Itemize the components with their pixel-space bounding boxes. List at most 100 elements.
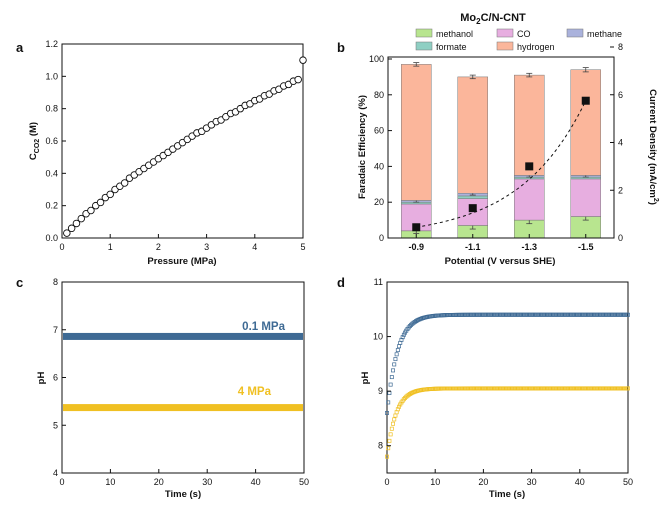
panel-b-frame	[387, 56, 615, 239]
panel-d-point-series-1	[410, 390, 415, 395]
panel-d-points	[385, 312, 630, 459]
panel-b-ytick-label: 20	[374, 197, 384, 207]
panel-b-y2label-end: )	[647, 202, 658, 205]
panel-a-point	[106, 190, 114, 199]
panel-b-y2tick-label: 4	[618, 138, 623, 148]
panel-d-point-series-1	[412, 389, 417, 394]
panel-d-point-series-0	[407, 324, 412, 329]
panel-b-legend-swatch-methane	[566, 28, 584, 38]
panel-d-xtick-label: 30	[527, 477, 537, 487]
panel-d-xtick-label: 40	[575, 477, 585, 487]
panel-d-point-series-0	[397, 344, 402, 349]
panel-d-point-series-0	[389, 375, 394, 380]
panel-b-y2tick-label: 0	[618, 233, 623, 243]
panel-d-point-series-1	[411, 390, 416, 395]
panel-a-xtick-label: 1	[108, 242, 113, 252]
panel-b-bar-hydrogen	[514, 74, 545, 176]
panel-b-legend-swatch-methanol	[415, 28, 433, 38]
panel-a-ytick-label: 0.0	[45, 233, 58, 243]
panel-d-point-series-0	[419, 316, 424, 321]
panel-a-xtick-label: 0	[59, 242, 64, 252]
panel-d-point-series-1	[391, 421, 395, 426]
panel-d-point-series-1	[387, 438, 392, 443]
panel-d-ytick-label: 9	[378, 386, 383, 396]
panel-a-point	[96, 198, 105, 207]
panel-d-ytick-label: 10	[373, 332, 383, 342]
panel-b-bar-hydrogen	[570, 69, 601, 176]
panel-b-bar-formate	[457, 195, 488, 199]
panel-a-point	[77, 214, 86, 223]
panel-c-chart: 0 10 20 30 40 50 4 5 6 7 8 Time (s) pH 0.1 MPa 4 M…	[36, 277, 309, 500]
panel-a-point	[63, 229, 71, 237]
panel-a-xlabel: Pressure (MPa)	[147, 256, 216, 267]
panel-d-point-series-0	[394, 352, 399, 357]
panel-b-ytick-label: 40	[374, 161, 384, 171]
panel-c-xtick-label: 20	[154, 477, 164, 487]
panel-letter-b: b	[337, 40, 345, 55]
panel-a-point	[120, 179, 129, 187]
panel-letter-c: c	[16, 275, 23, 290]
panel-a-ylabel-unit: (M)	[28, 122, 39, 139]
panel-c-xlabel: Time (s)	[165, 489, 201, 500]
panel-b-y2tick-label: 6	[618, 90, 623, 100]
panel-a-ytick-label: 0.2	[45, 201, 58, 211]
panel-d-point-series-1	[397, 404, 402, 409]
panel-a-ticks: 0 1 2 3 4 5 0.0 0.2 0.4 0.6 0.8 1.0 1.2	[45, 39, 305, 252]
panel-a-ylabel: CCO2 (M)	[28, 122, 41, 160]
panel-a-point	[72, 219, 81, 228]
panel-a-xtick-label: 5	[300, 242, 305, 252]
panel-d-ytick-label: 11	[374, 277, 383, 287]
panel-c-frame	[61, 281, 305, 474]
panel-b-title: Mo2C/N-CNT	[460, 12, 526, 26]
panel-c-xtick-label: 30	[202, 477, 212, 487]
panel-d-point-series-0	[392, 362, 397, 367]
panel-b-ytick-label: 100	[369, 54, 384, 64]
panel-d-point-series-1	[386, 446, 391, 451]
panel-b-legend-label-methane: methane	[587, 29, 622, 39]
panel-d-xtick-label: 10	[430, 477, 440, 487]
panel-b-xtick-label: -1.1	[465, 242, 481, 252]
panel-a-point	[87, 206, 95, 215]
panel-b-y2label: Current Density (mA/cm2)	[647, 89, 659, 205]
panel-a-ytick-label: 0.4	[45, 168, 58, 178]
panel-d-point-series-1	[389, 426, 394, 431]
panel-d-chart: 0 10 20 30 40 50 8 9 10 11 Time (s) pH	[360, 277, 633, 500]
panel-b-bar-CO	[514, 178, 545, 221]
panel-c-line-4-MPa	[63, 404, 303, 412]
panel-d-point-series-0	[626, 312, 630, 317]
panel-d-point-series-0	[417, 317, 422, 322]
panel-a-point	[67, 224, 76, 233]
panel-d-xlabel: Time (s)	[489, 489, 525, 500]
panel-b-ytick-label: 0	[379, 233, 384, 243]
panel-b-xtick-label: -0.9	[408, 242, 424, 252]
panel-b-title-main: Mo	[460, 12, 476, 24]
panel-b-legend-swatch-formate	[415, 41, 433, 51]
panel-a-ylabel-main: C	[28, 153, 39, 160]
panel-b-ytick-label: 60	[374, 126, 384, 136]
panel-b-bar-hydrogen	[457, 76, 488, 194]
panel-b-fit-curve	[416, 100, 587, 228]
panel-b-y2label-main: Current Density (mA/cm	[647, 89, 658, 198]
panel-d-point-series-1	[626, 386, 630, 391]
panel-c-label-4mpa: 4 MPa	[238, 386, 272, 398]
panel-b-legend-label-hydrogen: hydrogen	[517, 42, 555, 52]
panel-b-legend-label-formate: formate	[436, 42, 467, 52]
panel-a-points	[63, 56, 307, 237]
panel-b-legend-label-CO: CO	[517, 29, 531, 39]
panel-d-point-series-0	[395, 348, 400, 353]
panel-c-xtick-label: 40	[251, 477, 261, 487]
panel-c-lines	[63, 332, 303, 412]
panel-d-point-series-0	[400, 335, 405, 340]
panel-a-ytick-label: 0.8	[45, 104, 58, 114]
panel-d-xtick-label: 20	[478, 477, 488, 487]
panel-d-point-series-0	[386, 400, 391, 405]
panel-a-xtick-label: 3	[204, 242, 209, 252]
panel-d-point-series-0	[385, 411, 389, 415]
panel-d-point-series-1	[413, 389, 418, 394]
panel-b-current-density	[412, 96, 590, 232]
panel-d-point-series-0	[401, 332, 406, 337]
panel-c-ytick-label: 4	[53, 468, 58, 478]
panel-a-point	[299, 56, 307, 64]
